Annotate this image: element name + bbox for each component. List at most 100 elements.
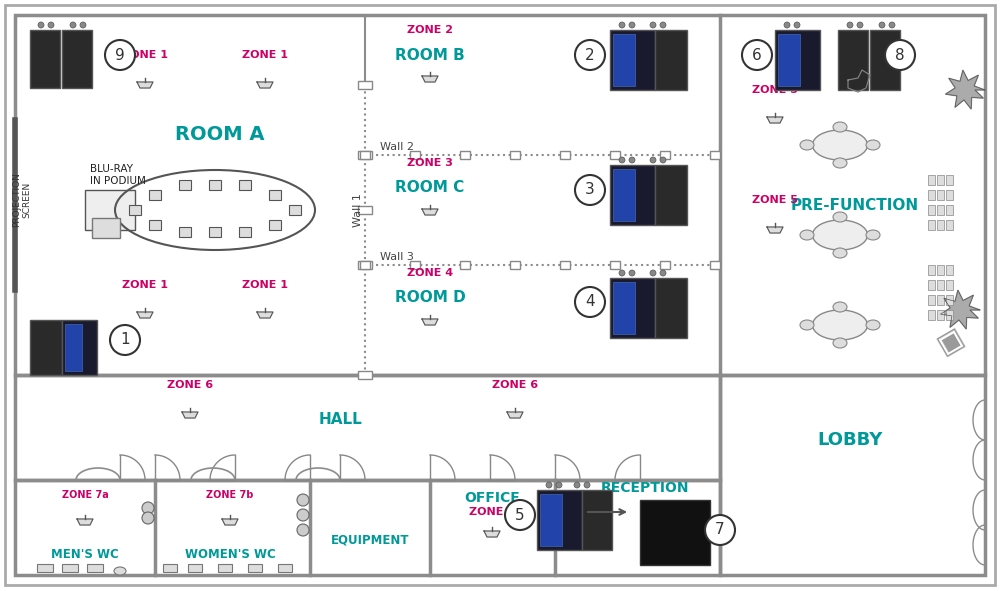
Circle shape [584, 482, 590, 488]
Circle shape [650, 270, 656, 276]
Text: ROOM A: ROOM A [175, 125, 265, 145]
Text: Wall 3: Wall 3 [380, 252, 414, 262]
Bar [937, 310, 944, 320]
Circle shape [619, 157, 625, 163]
Bar [129, 205, 141, 215]
Text: 7: 7 [715, 522, 725, 537]
Text: 5: 5 [515, 508, 525, 522]
Text: ZONE 7b: ZONE 7b [206, 490, 254, 500]
Ellipse shape [812, 130, 868, 160]
Circle shape [794, 22, 800, 28]
Circle shape [857, 22, 863, 28]
Bar [928, 175, 935, 185]
Ellipse shape [833, 302, 847, 312]
Circle shape [650, 157, 656, 163]
Bar [937, 205, 944, 215]
Circle shape [889, 22, 895, 28]
Bar [946, 280, 953, 290]
Text: WOMEN'S WC: WOMEN'S WC [185, 548, 275, 561]
Bar [149, 220, 161, 230]
Bar [62, 564, 78, 572]
Polygon shape [182, 412, 198, 418]
Text: ZONE 2: ZONE 2 [407, 25, 453, 35]
Bar [928, 295, 935, 305]
Bar [928, 220, 935, 230]
Bar [946, 310, 953, 320]
Text: BLU-RAY
IN PODIUM: BLU-RAY IN PODIUM [90, 164, 146, 186]
Polygon shape [137, 312, 153, 318]
Circle shape [574, 482, 580, 488]
Polygon shape [222, 519, 238, 525]
Bar [660, 261, 670, 269]
Text: RECEPTION: RECEPTION [601, 481, 689, 495]
Bar [928, 205, 935, 215]
Bar [30, 30, 60, 88]
Text: PRE-FUNCTION: PRE-FUNCTION [791, 197, 919, 213]
Ellipse shape [114, 567, 126, 575]
Bar [946, 175, 953, 185]
Bar [209, 180, 221, 190]
Circle shape [650, 22, 656, 28]
Bar [937, 295, 944, 305]
Circle shape [619, 22, 625, 28]
Circle shape [297, 509, 309, 521]
Bar [269, 220, 281, 230]
Text: ZONE 4: ZONE 4 [407, 268, 453, 278]
Bar [928, 310, 935, 320]
Text: 3: 3 [585, 183, 595, 197]
Bar [946, 295, 953, 305]
Text: LOBBY: LOBBY [817, 431, 883, 449]
Bar [360, 261, 370, 269]
Bar [610, 278, 655, 338]
Bar [278, 564, 292, 572]
Bar [410, 151, 420, 159]
Text: ROOM B: ROOM B [395, 47, 465, 63]
Polygon shape [422, 319, 438, 325]
Circle shape [847, 22, 853, 28]
Text: EQUIPMENT: EQUIPMENT [331, 534, 409, 547]
Text: ▣: ▣ [932, 322, 968, 359]
Text: 1: 1 [120, 333, 130, 348]
Bar [15, 15, 985, 375]
Bar [610, 261, 620, 269]
Text: OFFICE: OFFICE [464, 491, 520, 505]
Polygon shape [507, 412, 523, 418]
Polygon shape [767, 117, 783, 123]
Ellipse shape [866, 230, 880, 240]
Polygon shape [137, 82, 153, 88]
Bar [613, 34, 635, 86]
Bar [65, 324, 82, 371]
Text: ZONE 5: ZONE 5 [752, 195, 798, 205]
Bar [928, 280, 935, 290]
Bar [269, 190, 281, 200]
Circle shape [48, 22, 54, 28]
Bar [410, 261, 420, 269]
Circle shape [629, 22, 635, 28]
Polygon shape [77, 519, 93, 525]
Bar [62, 30, 92, 88]
Ellipse shape [833, 212, 847, 222]
Bar [610, 165, 655, 225]
Bar [87, 564, 103, 572]
Bar [660, 151, 670, 159]
Bar [149, 190, 161, 200]
Ellipse shape [800, 140, 814, 150]
Bar [870, 30, 900, 90]
Polygon shape [945, 70, 985, 109]
Bar [640, 500, 710, 565]
Circle shape [297, 524, 309, 536]
Circle shape [660, 157, 666, 163]
Bar [655, 165, 687, 225]
Bar [937, 280, 944, 290]
Polygon shape [484, 531, 500, 537]
Circle shape [70, 22, 76, 28]
Ellipse shape [833, 122, 847, 132]
Bar [85, 190, 135, 230]
Circle shape [142, 512, 154, 524]
Text: ZONE 3: ZONE 3 [407, 158, 453, 168]
Bar [179, 227, 191, 237]
Text: Wall 1: Wall 1 [353, 193, 363, 227]
Text: ZONE 7a: ZONE 7a [62, 490, 108, 500]
Bar [928, 190, 935, 200]
Bar [710, 151, 720, 159]
